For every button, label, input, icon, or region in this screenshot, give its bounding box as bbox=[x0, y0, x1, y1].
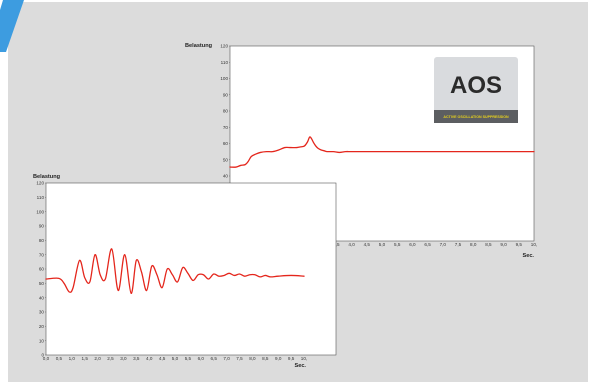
x-tick-label: 6,5 bbox=[211, 356, 218, 361]
x-tick-label: 9,5 bbox=[288, 356, 295, 361]
aos-badge-box bbox=[434, 57, 518, 123]
y-axis-label: Belastung bbox=[185, 43, 213, 49]
x-tick-label: 9,0 bbox=[275, 356, 282, 361]
x-tick-label: 5,5 bbox=[394, 242, 401, 247]
aos-badge: AOS ACTIVE OSCILLATION SUPPRESSION bbox=[434, 57, 518, 123]
y-tick-label: 50 bbox=[39, 281, 45, 286]
x-tick-label: 1,5 bbox=[82, 356, 89, 361]
y-tick-label: 110 bbox=[221, 60, 229, 65]
x-tick-label: 3,0 bbox=[120, 356, 127, 361]
x-tick-label: 4,0 bbox=[146, 356, 153, 361]
x-tick-label: 10, bbox=[531, 242, 537, 247]
x-tick-label: 4,0 bbox=[348, 242, 355, 247]
y-tick-label: 80 bbox=[39, 238, 45, 243]
y-tick-label: 70 bbox=[223, 125, 229, 130]
y-tick-label: 0 bbox=[41, 353, 44, 358]
y-axis-label: Belastung bbox=[33, 174, 61, 180]
blue-accent-stripe bbox=[0, 0, 24, 52]
x-tick-label: 5,0 bbox=[379, 242, 386, 247]
aos-badge-subtitle: ACTIVE OSCILLATION SUPPRESSION bbox=[443, 115, 509, 119]
x-tick-label: 5,5 bbox=[185, 356, 192, 361]
x-ticks: 0,0 0,5 1,0 1,5 2,0 2,5 3,0 3,5 4,0 4,5 5,0 5,5 6,0 6… bbox=[43, 356, 307, 361]
y-tick-label: 110 bbox=[37, 195, 45, 200]
x-tick-label: 2,5 bbox=[107, 356, 114, 361]
x-tick-label: 7,5 bbox=[236, 356, 243, 361]
chart-without-aos: Belastung Sec. 0 10 20 30 40 50 60 70 80 90 100 110… bbox=[33, 174, 337, 369]
y-tick-label: 90 bbox=[39, 224, 45, 229]
y-tick-label: 60 bbox=[39, 267, 45, 272]
x-tick-label: 7,0 bbox=[440, 242, 447, 247]
x-tick-label: 6,0 bbox=[409, 242, 416, 247]
x-tick-label: 8,5 bbox=[262, 356, 269, 361]
x-tick-label: 10, bbox=[301, 356, 307, 361]
x-tick-label: 9,0 bbox=[500, 242, 507, 247]
series-lines bbox=[229, 136, 535, 168]
x-tick-label: 8,0 bbox=[470, 242, 477, 247]
y-tick-label: 20 bbox=[39, 324, 45, 329]
y-tick-label: 100 bbox=[36, 209, 44, 214]
x-tick-label: 2,0 bbox=[94, 356, 101, 361]
x-tick-label: 9,5 bbox=[516, 242, 523, 247]
x-tick-label: 4,5 bbox=[364, 242, 371, 247]
x-tick-label: 5,0 bbox=[172, 356, 179, 361]
x-tick-label: 1,0 bbox=[69, 356, 76, 361]
y-tick-label: 80 bbox=[223, 109, 229, 114]
y-tick-label: 120 bbox=[220, 44, 228, 49]
x-tick-label: 0,0 bbox=[43, 356, 50, 361]
x-tick-label: 3,5 bbox=[333, 242, 340, 247]
y-tick-label: 40 bbox=[39, 295, 45, 300]
y-tick-label: 100 bbox=[220, 76, 228, 81]
y-tick-label: 90 bbox=[223, 92, 229, 97]
y-tick-label: 30 bbox=[39, 310, 45, 315]
series-lines bbox=[45, 248, 305, 295]
y-tick-label: 60 bbox=[223, 141, 229, 146]
x-tick-label: 0,5 bbox=[56, 356, 63, 361]
y-tick-label: 10 bbox=[39, 338, 45, 343]
y-ticks: 0 10 20 30 40 50 60 70 80 90 100 110 120 bbox=[36, 181, 46, 358]
x-tick-label: 6,0 bbox=[198, 356, 205, 361]
x-tick-label: 6,5 bbox=[424, 242, 431, 247]
plot-area bbox=[45, 182, 337, 356]
y-tick-label: 50 bbox=[223, 157, 229, 162]
series-line-0 bbox=[229, 136, 535, 168]
x-tick-label: 8,0 bbox=[249, 356, 256, 361]
x-tick-label: 3,5 bbox=[133, 356, 140, 361]
x-axis-label: Sec. bbox=[522, 253, 534, 259]
aos-badge-strip bbox=[434, 110, 518, 123]
x-tick-label: 4,5 bbox=[159, 356, 166, 361]
aos-badge-title: AOS bbox=[450, 72, 502, 99]
y-tick-label: 70 bbox=[39, 252, 45, 257]
x-tick-label: 7,0 bbox=[223, 356, 230, 361]
series-line-0 bbox=[45, 248, 305, 295]
y-tick-label: 120 bbox=[36, 181, 44, 186]
x-tick-label: 7,5 bbox=[455, 242, 462, 247]
y-tick-label: 40 bbox=[223, 174, 229, 179]
x-tick-label: 8,5 bbox=[485, 242, 492, 247]
x-axis-label: Sec. bbox=[294, 363, 306, 369]
